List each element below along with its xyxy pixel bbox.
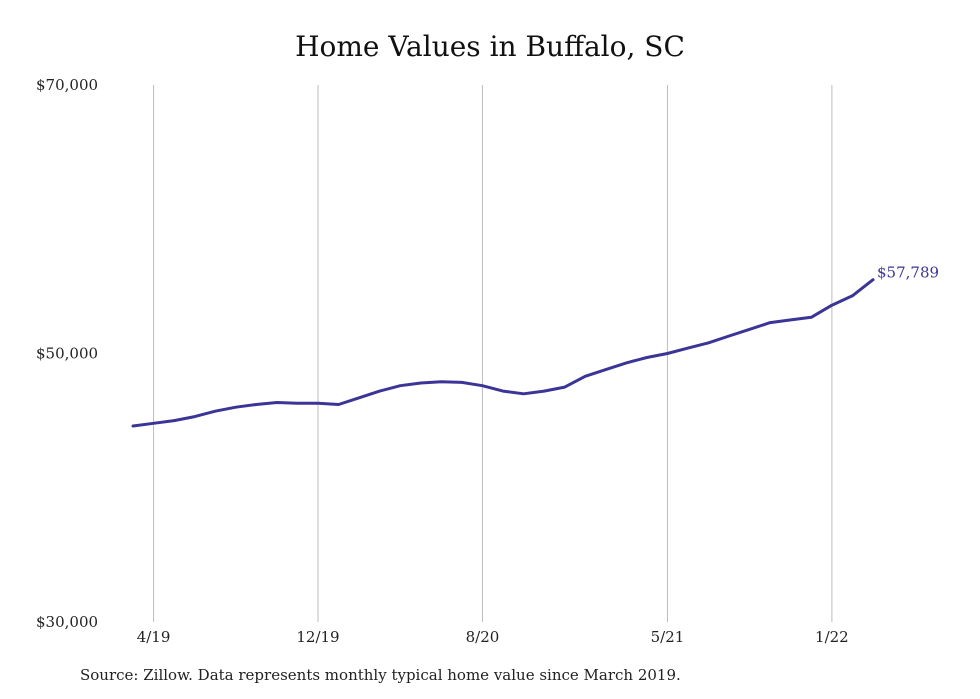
data-point	[255, 403, 258, 406]
data-point	[727, 334, 731, 338]
data-point	[440, 380, 443, 383]
data-point	[789, 318, 792, 322]
data-point	[193, 415, 196, 418]
data-point	[337, 403, 340, 406]
data-point	[172, 419, 176, 422]
data-point	[460, 381, 464, 384]
x-tick-label: 8/20	[466, 628, 500, 646]
y-axis-tick-labels: $30,000 $50,000 $70,000	[36, 76, 98, 631]
data-point	[542, 389, 546, 393]
end-value-label: $57,789	[877, 264, 939, 282]
data-point	[871, 278, 875, 281]
x-tick-label: 4/19	[137, 628, 171, 646]
data-point	[214, 410, 217, 413]
x-tick-label: 12/19	[296, 628, 339, 646]
data-point	[378, 389, 381, 393]
x-axis-tick-labels: 4/19 12/19 8/20 5/21 1/22	[137, 628, 849, 646]
data-point	[316, 401, 320, 405]
y-tick-label: $70,000	[36, 76, 98, 94]
data-point	[296, 401, 299, 405]
data-point	[707, 341, 710, 344]
data-point	[563, 385, 566, 389]
data-point	[234, 406, 237, 409]
y-tick-label: $50,000	[36, 345, 98, 363]
data-point	[275, 401, 279, 404]
data-point	[645, 356, 649, 359]
data-point	[131, 424, 135, 428]
data-point	[686, 346, 690, 350]
data-point	[851, 294, 854, 297]
gridlines	[153, 85, 833, 622]
data-point	[830, 303, 834, 307]
data-point	[584, 375, 587, 378]
data-point	[481, 384, 484, 387]
series-line	[131, 278, 875, 428]
data-point	[748, 328, 751, 331]
data-point	[419, 381, 422, 385]
x-tick-label: 5/21	[651, 628, 685, 646]
data-point	[604, 368, 607, 371]
data-point	[522, 392, 525, 395]
data-point	[357, 396, 361, 400]
data-point	[666, 352, 669, 355]
data-point	[152, 422, 155, 425]
data-point	[625, 361, 628, 365]
data-point	[769, 321, 772, 324]
y-tick-label: $30,000	[36, 613, 98, 631]
data-points	[131, 278, 875, 428]
data-point	[399, 384, 402, 387]
source-note: Source: Zillow. Data represents monthly …	[80, 666, 681, 684]
data-point	[810, 316, 813, 319]
chart-title: Home Values in Buffalo, SC	[295, 30, 685, 63]
x-tick-label: 1/22	[815, 628, 849, 646]
data-point	[501, 389, 505, 393]
